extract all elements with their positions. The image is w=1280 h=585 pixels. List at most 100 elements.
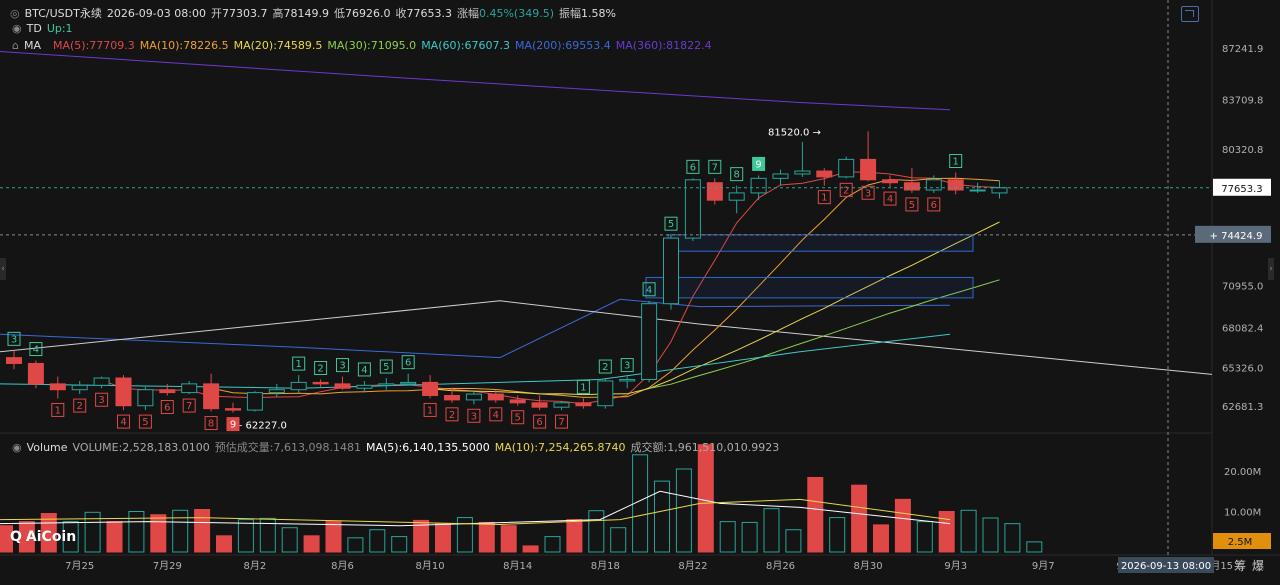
price-tick-label: 87241.9 (1222, 44, 1263, 55)
close-value: 77653.3 (406, 7, 452, 20)
indicator-icon[interactable]: ⌂ (12, 39, 19, 52)
open-value: 77303.7 (221, 7, 268, 20)
td-down-number: 2 (77, 401, 83, 412)
volume-label[interactable]: Volume (26, 441, 68, 454)
td-down-marker (138, 414, 152, 429)
volume-bar (675, 468, 692, 553)
td-up-marker (401, 355, 415, 370)
ma-label[interactable]: MA (23, 39, 41, 52)
td-up-number: 2 (602, 362, 608, 373)
candle-body (991, 187, 1008, 194)
volume-tick-label: 20.00M (1224, 467, 1261, 478)
td-down-number: 1 (55, 405, 61, 416)
low-annotation: ← 62227.0 (234, 421, 287, 432)
td-up-number: 4 (361, 365, 367, 376)
volume-bar (873, 524, 889, 553)
td-down-number: 6 (931, 200, 937, 211)
td-down-number: 6 (536, 417, 542, 428)
td-up-marker (336, 358, 349, 373)
td-down-marker (927, 197, 941, 212)
td-up-marker (379, 359, 393, 374)
td-down-marker (423, 402, 437, 417)
expand-icon[interactable] (1181, 6, 1199, 22)
amp-value: 1.58% (581, 7, 616, 20)
left-collapse-icon[interactable]: ‹ (0, 258, 6, 280)
td-down-marker (73, 398, 87, 413)
volume-bar (478, 521, 495, 553)
candle-body (225, 408, 241, 411)
volume-turnover: 成交额:1,961,510,010.9923 (630, 441, 780, 454)
settings-icon[interactable]: ◎ (10, 7, 20, 20)
cursor-price-tag-text: + 74424.9 (1210, 231, 1263, 242)
candle-body (575, 402, 592, 407)
td-up-marker (7, 331, 21, 346)
td-value: Up:1 (46, 22, 73, 35)
td-down-marker (555, 414, 568, 429)
ma30-line (649, 279, 1000, 389)
eye-icon[interactable]: ◉ (12, 22, 22, 35)
td-up-number: 7 (712, 162, 718, 173)
candle-body (246, 392, 263, 411)
volume-bar (1004, 523, 1021, 553)
zone-box-lower (645, 276, 974, 299)
volume-bar (1026, 541, 1043, 553)
open-label: 开 (210, 7, 222, 20)
candle-body (553, 402, 570, 408)
td-down-marker (160, 400, 174, 415)
price-tick-label: 62681.3 (1222, 402, 1263, 413)
volume-bar (610, 527, 627, 553)
volume-bar (785, 529, 802, 553)
candle-body (531, 402, 548, 408)
candle-body (203, 383, 220, 410)
volume-bar (588, 510, 605, 553)
volume-bar (259, 517, 276, 553)
td-down-number: 8 (208, 419, 214, 430)
volume-header-row: ◉ Volume VOLUME:2,528,183.0100 预估成交量:7,613,… (12, 439, 784, 455)
date-tick-label: 8月6 (331, 560, 354, 572)
change-label: 涨幅 (456, 7, 479, 20)
volume-bar (128, 511, 145, 553)
eye-icon[interactable]: ◉ (12, 441, 22, 454)
volume-bar (544, 536, 561, 553)
liquidation-button[interactable]: 爆 (1252, 559, 1265, 573)
td-up-number: 2 (317, 363, 323, 374)
td-down-number: 5 (142, 417, 148, 428)
candle-body (71, 384, 88, 391)
volume-ma5: MA(5):6,140,135.5000 (365, 441, 490, 454)
right-collapse-icon[interactable]: › (1268, 258, 1274, 280)
td-up-marker (576, 379, 590, 394)
date-tick-label: 8月26 (766, 560, 795, 572)
candle-body (509, 399, 526, 404)
cursor-date-tag-text: 2026-09-13 08:00 (1121, 561, 1211, 572)
candle-body (597, 380, 614, 407)
volume-bar (237, 519, 254, 553)
candle-body (750, 177, 767, 194)
datetime-label: 2026-09-03 08:00 (106, 7, 206, 20)
td-up-marker (752, 156, 766, 171)
date-tick-label: 8月22 (678, 560, 707, 572)
td-up-number: 1 (580, 382, 586, 393)
volume-bar (62, 521, 79, 553)
td-down-marker (511, 410, 525, 425)
corner-button-chips[interactable]: 筹爆 (1234, 557, 1264, 574)
td-up-number: 4 (33, 345, 39, 356)
candle-body (947, 179, 964, 191)
td-label[interactable]: TD (26, 22, 42, 35)
candle-body (816, 170, 833, 178)
chips-button[interactable]: 筹 (1234, 559, 1247, 573)
candle-body (115, 377, 132, 407)
volume-bar (303, 535, 320, 553)
td-indicator-row: ◉ TD Up:1 (12, 22, 78, 35)
candle-body (794, 170, 811, 175)
td-up-number: 6 (690, 162, 696, 173)
current-price-tag (1213, 178, 1271, 196)
volume-ma10: MA(10):7,254,265.8740 (494, 441, 626, 454)
td-down-marker (489, 407, 503, 422)
close-label: 收 (395, 7, 407, 20)
ma20-line (430, 221, 1000, 396)
volume-price-tag (1213, 533, 1271, 549)
date-tick-label: 9月3 (944, 560, 967, 572)
td-up-number: 5 (383, 362, 389, 373)
